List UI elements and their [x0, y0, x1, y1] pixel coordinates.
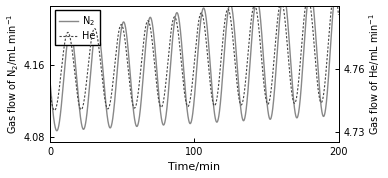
N$_2$ — [48, 82, 52, 84]
N$_2$ — [171, 30, 176, 32]
N$_2$ — [81, 128, 85, 130]
X-axis label: Time/min: Time/min — [168, 163, 220, 172]
N$_2$ — [300, 77, 304, 80]
N$_2$ — [331, 11, 335, 13]
He — [159, 106, 163, 108]
He — [98, 59, 102, 61]
Legend: N$_2$, He: N$_2$, He — [55, 11, 99, 45]
Y-axis label: Gas flow of He/mL min$^{-1}$: Gas flow of He/mL min$^{-1}$ — [368, 13, 383, 135]
N$_2$ — [98, 41, 102, 43]
He — [81, 104, 85, 106]
N$_2$ — [54, 130, 59, 132]
He — [336, 14, 341, 16]
Line: N$_2$: N$_2$ — [50, 0, 338, 131]
He — [48, 91, 52, 94]
He — [171, 18, 176, 20]
He — [300, 41, 304, 44]
Y-axis label: Gas flow of N$_2$/mL min$^{-1}$: Gas flow of N$_2$/mL min$^{-1}$ — [5, 14, 21, 134]
N$_2$ — [159, 113, 163, 116]
He — [52, 109, 57, 111]
Line: He: He — [50, 0, 338, 110]
